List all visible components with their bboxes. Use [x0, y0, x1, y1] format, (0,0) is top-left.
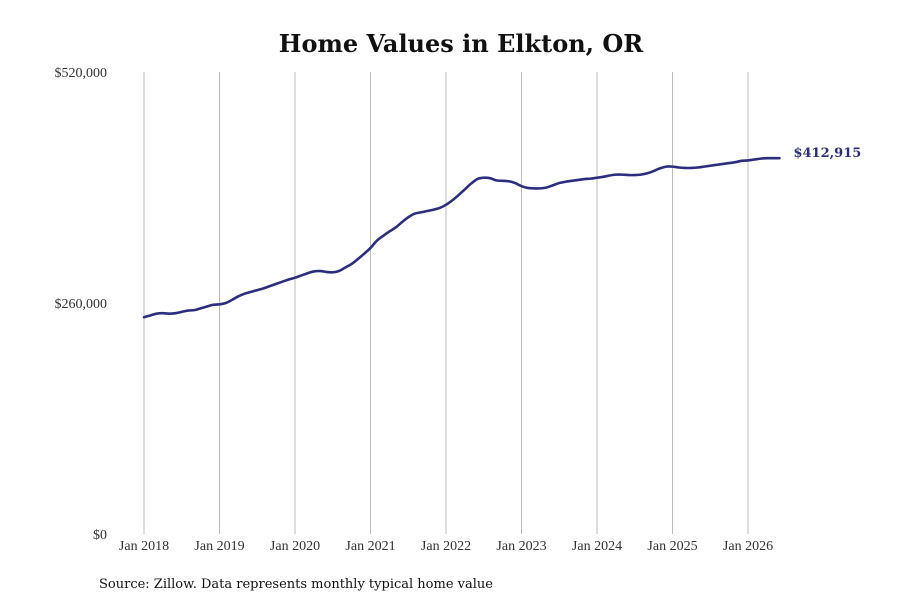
x-axis-tick-labels: Jan 2018 Jan 2019 Jan 2020 Jan 2021 Jan 2022…	[119, 539, 773, 554]
x-tick-label: Jan 2023	[496, 539, 546, 554]
x-tick-label: Jan 2018	[119, 539, 169, 554]
x-tick-label: Jan 2026	[723, 539, 773, 554]
x-tick-label: Jan 2021	[345, 539, 395, 554]
chart-title: Home Values in Elkton, OR	[279, 29, 644, 58]
x-tick-label: Jan 2025	[647, 539, 697, 554]
x-tick-label: Jan 2024	[572, 539, 622, 554]
y-tick-label: $260,000	[55, 297, 108, 312]
end-value-label: $412,915	[793, 146, 861, 161]
y-axis-tick-labels: $0 $260,000 $520,000	[55, 66, 108, 543]
x-tick-label: Jan 2022	[421, 539, 471, 554]
home-value-line	[142, 156, 781, 319]
y-tick-label: $520,000	[55, 66, 108, 81]
x-tick-label: Jan 2019	[194, 539, 244, 554]
x-tick-label: Jan 2020	[270, 539, 320, 554]
y-tick-label: $0	[93, 528, 107, 543]
source-note: Source: Zillow. Data represents monthly …	[99, 577, 493, 592]
grid-lines	[143, 72, 749, 534]
